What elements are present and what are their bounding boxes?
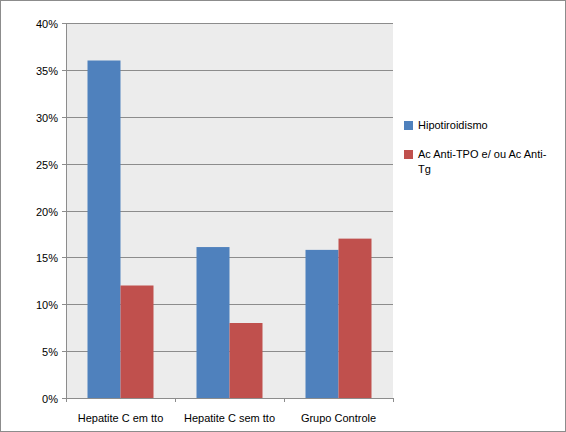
y-tick-label: 10%	[36, 299, 58, 311]
y-tick-label: 5%	[42, 346, 58, 358]
y-tick	[62, 304, 66, 305]
grid-line	[66, 398, 393, 399]
chart: 0% 5% 10% 15% 20% 25% 30% 35% 40% Hepatite C em t…	[0, 0, 566, 432]
y-tick-label: 40%	[36, 18, 58, 30]
bar	[88, 61, 121, 399]
y-tick	[62, 117, 66, 118]
bar	[197, 247, 230, 398]
legend-item: Ac Anti-TPO e/ ou Ac Anti-Tg	[404, 147, 562, 177]
legend-label: Hipotiroidismo	[418, 118, 558, 133]
x-tick	[393, 398, 394, 402]
bar	[230, 323, 263, 398]
y-tick-label: 15%	[36, 252, 58, 264]
y-tick-label: 35%	[36, 65, 58, 77]
y-tick	[62, 164, 66, 165]
y-tick-label: 25%	[36, 159, 58, 171]
bar	[121, 286, 154, 399]
y-axis	[66, 23, 67, 398]
legend-swatch	[404, 121, 413, 130]
x-tick	[284, 398, 285, 402]
x-tick	[66, 398, 67, 402]
legend-swatch	[404, 150, 413, 159]
y-tick	[62, 257, 66, 258]
y-tick-label: 20%	[36, 206, 58, 218]
plot-background	[66, 23, 393, 398]
grid-line	[66, 23, 393, 24]
bar	[339, 239, 372, 398]
legend-label: Ac Anti-TPO e/ ou Ac Anti-Tg	[418, 147, 558, 177]
x-tick-label: Hepatite C em tto	[78, 412, 164, 424]
bars	[88, 61, 372, 399]
x-axis	[66, 398, 393, 399]
y-tick	[62, 351, 66, 352]
y-tick	[62, 23, 66, 24]
y-tick	[62, 70, 66, 71]
legend: Hipotiroidismo Ac Anti-TPO e/ ou Ac Anti-…	[404, 118, 562, 191]
bar	[306, 250, 339, 398]
x-tick-label: Grupo Controle	[301, 412, 376, 424]
legend-item: Hipotiroidismo	[404, 118, 562, 133]
y-tick	[62, 398, 66, 399]
y-tick-label: 0%	[42, 393, 58, 405]
chart-svg: 0% 5% 10% 15% 20% 25% 30% 35% 40% Hepatite C em t…	[0, 0, 566, 432]
chart-border	[1, 1, 566, 432]
x-tick	[175, 398, 176, 402]
y-tick	[62, 211, 66, 212]
x-tick-label: Hepatite C sem tto	[184, 412, 275, 424]
y-tick-label: 30%	[36, 112, 58, 124]
